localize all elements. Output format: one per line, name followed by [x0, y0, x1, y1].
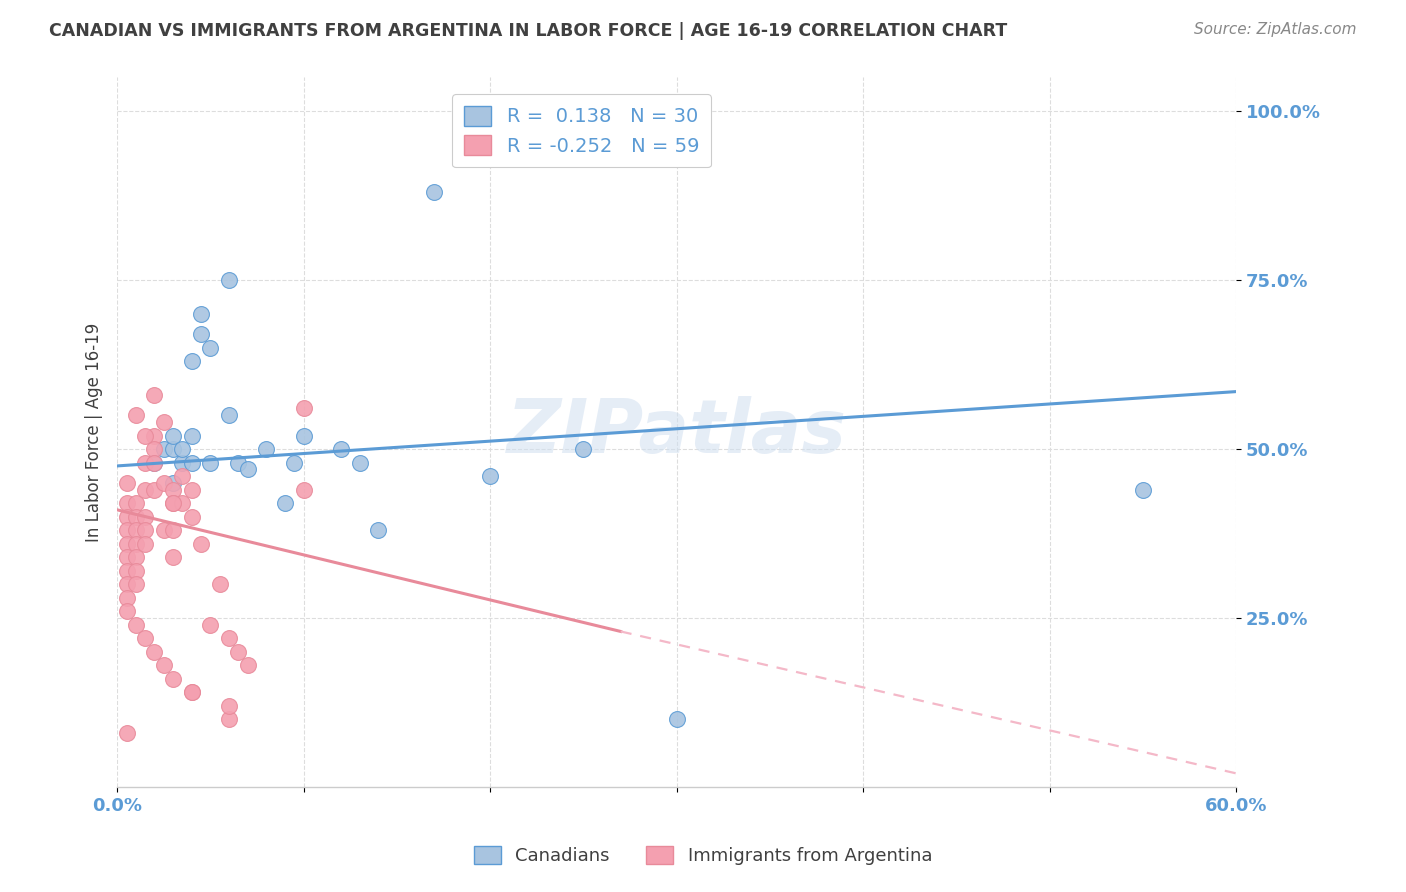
- Point: [125, 523, 148, 537]
- Point: [162, 483, 184, 497]
- Text: ZIPatlas: ZIPatlas: [506, 396, 846, 468]
- Text: Source: ZipAtlas.com: Source: ZipAtlas.com: [1194, 22, 1357, 37]
- Point: [367, 523, 389, 537]
- Point: [423, 186, 446, 200]
- Point: [180, 483, 202, 497]
- Point: [254, 442, 277, 456]
- Point: [292, 428, 315, 442]
- Point: [218, 712, 240, 726]
- Text: CANADIAN VS IMMIGRANTS FROM ARGENTINA IN LABOR FORCE | AGE 16-19 CORRELATION CHA: CANADIAN VS IMMIGRANTS FROM ARGENTINA IN…: [49, 22, 1008, 40]
- Point: [143, 456, 166, 470]
- Point: [180, 509, 202, 524]
- Point: [134, 631, 156, 645]
- Point: [162, 428, 184, 442]
- Point: [172, 456, 194, 470]
- Point: [172, 496, 194, 510]
- Point: [349, 456, 371, 470]
- Point: [153, 523, 176, 537]
- Point: [190, 327, 212, 342]
- Point: [143, 483, 166, 497]
- Point: [153, 442, 176, 456]
- Point: [134, 428, 156, 442]
- Point: [180, 685, 202, 699]
- Point: [134, 536, 156, 550]
- Point: [115, 726, 138, 740]
- Point: [143, 428, 166, 442]
- Y-axis label: In Labor Force | Age 16-19: In Labor Force | Age 16-19: [86, 323, 103, 541]
- Point: [115, 523, 138, 537]
- Point: [143, 442, 166, 456]
- Point: [180, 456, 202, 470]
- Point: [236, 658, 259, 673]
- Point: [665, 712, 688, 726]
- Point: [115, 550, 138, 565]
- Point: [329, 442, 352, 456]
- Point: [153, 415, 176, 429]
- Point: [134, 483, 156, 497]
- Point: [115, 577, 138, 591]
- Point: [162, 496, 184, 510]
- Point: [180, 685, 202, 699]
- Legend: R =  0.138   N = 30, R = -0.252   N = 59: R = 0.138 N = 30, R = -0.252 N = 59: [453, 95, 711, 168]
- Point: [125, 496, 148, 510]
- Point: [172, 442, 194, 456]
- Point: [143, 388, 166, 402]
- Point: [115, 509, 138, 524]
- Point: [572, 442, 595, 456]
- Point: [274, 496, 297, 510]
- Point: [283, 456, 305, 470]
- Point: [153, 475, 176, 490]
- Point: [115, 496, 138, 510]
- Point: [479, 469, 502, 483]
- Point: [180, 354, 202, 368]
- Point: [143, 645, 166, 659]
- Point: [162, 496, 184, 510]
- Point: [115, 604, 138, 618]
- Point: [153, 658, 176, 673]
- Point: [236, 462, 259, 476]
- Point: [134, 523, 156, 537]
- Point: [125, 564, 148, 578]
- Point: [200, 456, 222, 470]
- Point: [115, 536, 138, 550]
- Point: [228, 645, 250, 659]
- Point: [134, 509, 156, 524]
- Point: [292, 483, 315, 497]
- Point: [218, 273, 240, 287]
- Point: [180, 428, 202, 442]
- Point: [125, 409, 148, 423]
- Point: [190, 536, 212, 550]
- Point: [162, 523, 184, 537]
- Point: [208, 577, 231, 591]
- Point: [218, 631, 240, 645]
- Point: [125, 617, 148, 632]
- Point: [125, 536, 148, 550]
- Point: [190, 307, 212, 321]
- Point: [134, 456, 156, 470]
- Point: [143, 456, 166, 470]
- Point: [162, 672, 184, 686]
- Point: [115, 591, 138, 605]
- Point: [1132, 483, 1154, 497]
- Point: [125, 509, 148, 524]
- Point: [292, 401, 315, 416]
- Point: [125, 577, 148, 591]
- Point: [162, 475, 184, 490]
- Point: [228, 456, 250, 470]
- Point: [115, 564, 138, 578]
- Point: [200, 341, 222, 355]
- Point: [218, 698, 240, 713]
- Point: [125, 550, 148, 565]
- Point: [115, 475, 138, 490]
- Legend: Canadians, Immigrants from Argentina: Canadians, Immigrants from Argentina: [467, 838, 939, 872]
- Point: [162, 550, 184, 565]
- Point: [200, 617, 222, 632]
- Point: [162, 442, 184, 456]
- Point: [172, 469, 194, 483]
- Point: [218, 409, 240, 423]
